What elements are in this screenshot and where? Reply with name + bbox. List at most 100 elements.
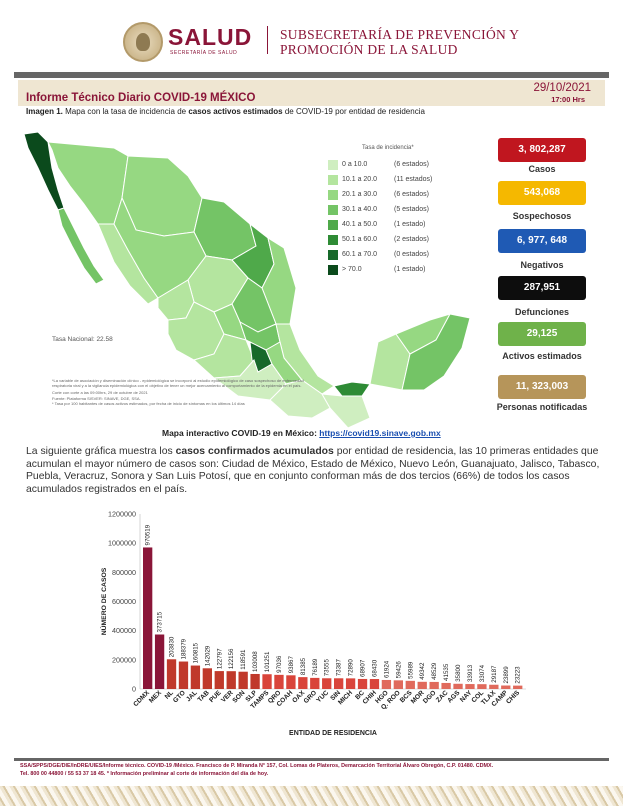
bar-value-label: 23223 xyxy=(515,666,522,684)
bar-value-label: 29187 xyxy=(491,665,498,683)
map-note: Corte con corte a las 09:00hrs, 29 de oc… xyxy=(52,390,148,396)
bar xyxy=(190,665,201,689)
bar-value-label: 118591 xyxy=(240,649,247,670)
national-seal-logo xyxy=(123,22,163,62)
bar xyxy=(250,673,260,689)
stat-sospechosos-value: 543,068 xyxy=(498,181,586,205)
bar-value-label: 48529 xyxy=(431,662,438,680)
bar-value-label: 101251 xyxy=(264,651,271,672)
legend-count: (1 estado) xyxy=(394,221,426,228)
stat-personas-label: Personas notificadas xyxy=(496,402,588,412)
bar-value-label: 23899 xyxy=(503,666,510,684)
legend-swatch xyxy=(328,160,338,170)
bar xyxy=(417,681,427,689)
bar xyxy=(226,671,236,689)
stat-activos-label: Activos estimados xyxy=(502,351,582,361)
x-tick-label: GTO xyxy=(172,689,187,704)
bar xyxy=(369,679,380,689)
y-tick-label: 600000 xyxy=(112,597,136,606)
y-tick-label: 1000000 xyxy=(108,539,136,548)
legend-swatch xyxy=(328,175,338,185)
legend-count: (11 estados) xyxy=(394,176,433,183)
bar xyxy=(477,684,487,689)
bar-value-label: 41535 xyxy=(443,663,450,681)
bar-value-label: 49342 xyxy=(419,662,426,680)
bar-value-label: 68430 xyxy=(371,659,378,677)
bar-value-label: 122797 xyxy=(216,648,223,669)
report-time: 17:00 Hrs xyxy=(551,95,585,104)
bar-value-label: 55989 xyxy=(407,661,414,679)
map-note: *La variable de asociación y diseminació… xyxy=(52,378,304,389)
bar xyxy=(334,678,344,689)
x-tick-label: GRO xyxy=(303,689,319,705)
bar xyxy=(286,675,296,689)
footer-text: SSA/SPPS/DGE/DIE/InDRE/UIES/Informe técn… xyxy=(20,762,610,778)
bar xyxy=(322,678,332,689)
bar-value-label: 68907 xyxy=(360,659,367,677)
bar-value-label: 160815 xyxy=(192,642,199,663)
salud-logo-text: SALUD xyxy=(168,24,253,50)
mexico-incidence-map xyxy=(23,131,471,428)
stat-casos-value: 3, 802,287 xyxy=(498,138,586,162)
x-tick-label: TAB xyxy=(197,689,211,703)
bar xyxy=(429,681,439,689)
bar-value-label: 373715 xyxy=(157,611,164,632)
y-tick-label: 800000 xyxy=(112,568,136,577)
report-title-band: Informe Técnico Diario COVID-19 MÉXICO 2… xyxy=(18,80,605,106)
footer-line-2: Tel. 800 00 44800 / 55 53 37 18 45. * In… xyxy=(20,771,269,777)
tasa-nacional: Tasa Nacional: 22.58 xyxy=(52,336,113,343)
interactive-map-link[interactable]: https://covid19.sinave.gob.mx xyxy=(319,428,441,438)
x-axis-title: ENTIDAD DE RESIDENCIA xyxy=(289,730,377,737)
legend-swatch xyxy=(328,265,338,275)
y-tick-label: 400000 xyxy=(112,626,136,635)
report-date: 29/10/2021 xyxy=(533,82,591,94)
legend-count: (1 estado) xyxy=(394,266,426,273)
y-tick-label: 200000 xyxy=(112,655,136,664)
y-tick-label: 0 xyxy=(132,685,136,694)
cases-by-state-bar-chart: 0 200000 400000 600000 800000 1000000 1200000 N… xyxy=(99,510,526,737)
salud-logo-subtext: SECRETARÍA DE SALUD xyxy=(170,50,238,56)
paragraph-text-1: La siguiente gráfica muestra los xyxy=(26,446,176,457)
bar-value-label: 73387 xyxy=(336,659,343,677)
legend-count: (6 estados) xyxy=(394,161,430,168)
legend-title: Tasa de incidencia* xyxy=(362,145,414,151)
map-note: * Tasa por 100 habitantes de casos activ… xyxy=(52,400,245,406)
map-region-chis xyxy=(321,393,371,428)
bar-value-label: 61924 xyxy=(383,660,390,678)
footer-line-1: SSA/SPPS/DGE/DIE/InDRE/UIES/Informe técn… xyxy=(20,763,494,769)
bar xyxy=(178,661,189,689)
stat-negativos-value: 6, 977, 648 xyxy=(498,229,586,253)
header-divider xyxy=(267,26,268,54)
legend-range: 30.1 a 40.0 xyxy=(342,206,378,213)
map-notes: *La variable de asociación y diseminació… xyxy=(52,378,312,406)
x-tick-label: MICH xyxy=(337,689,354,706)
stat-defunciones-value: 287,951 xyxy=(498,276,586,300)
map-region-tab xyxy=(333,381,371,397)
bar xyxy=(202,668,212,689)
bar xyxy=(465,684,475,689)
bar xyxy=(405,680,415,689)
stat-defunciones-label: Defunciones xyxy=(514,307,569,317)
legend-count: (0 estados) xyxy=(394,251,430,258)
caption-text-a: Mapa con la tasa de incidencia de xyxy=(62,107,189,116)
legend-row: 60.1 a 70.0 (0 estados) xyxy=(328,250,488,260)
bar-value-label: 73555 xyxy=(324,659,331,677)
legend-range: 0 a 10.0 xyxy=(342,161,368,168)
x-tick-label: MEX xyxy=(148,689,163,704)
stat-sospechosos-label: Sospechosos xyxy=(512,211,572,221)
bar xyxy=(262,674,272,689)
bar-value-label: 76189 xyxy=(312,658,319,676)
bar-value-label: 142029 xyxy=(204,645,211,666)
bar-value-label: 59426 xyxy=(395,661,402,679)
subsecretaria-title: SUBSECRETARÍA DE PREVENCIÓN Y PROMOCIÓN … xyxy=(280,27,519,57)
legend-row: 30.1 a 40.0 (5 estados) xyxy=(328,205,488,215)
legend-swatch xyxy=(328,205,338,215)
x-tick-label: SON xyxy=(232,689,247,704)
legend-range: 10.1 a 20.0 xyxy=(342,176,378,183)
bar xyxy=(166,659,177,689)
legend-swatch xyxy=(328,220,338,230)
summary-paragraph: La siguiente gráfica muestra los casos c… xyxy=(26,446,602,496)
x-tick-label: CHIS xyxy=(505,689,522,706)
legend-row: 50.1 a 60.0 (2 estados) xyxy=(328,235,488,245)
legend-range: > 70.0 xyxy=(342,266,362,273)
